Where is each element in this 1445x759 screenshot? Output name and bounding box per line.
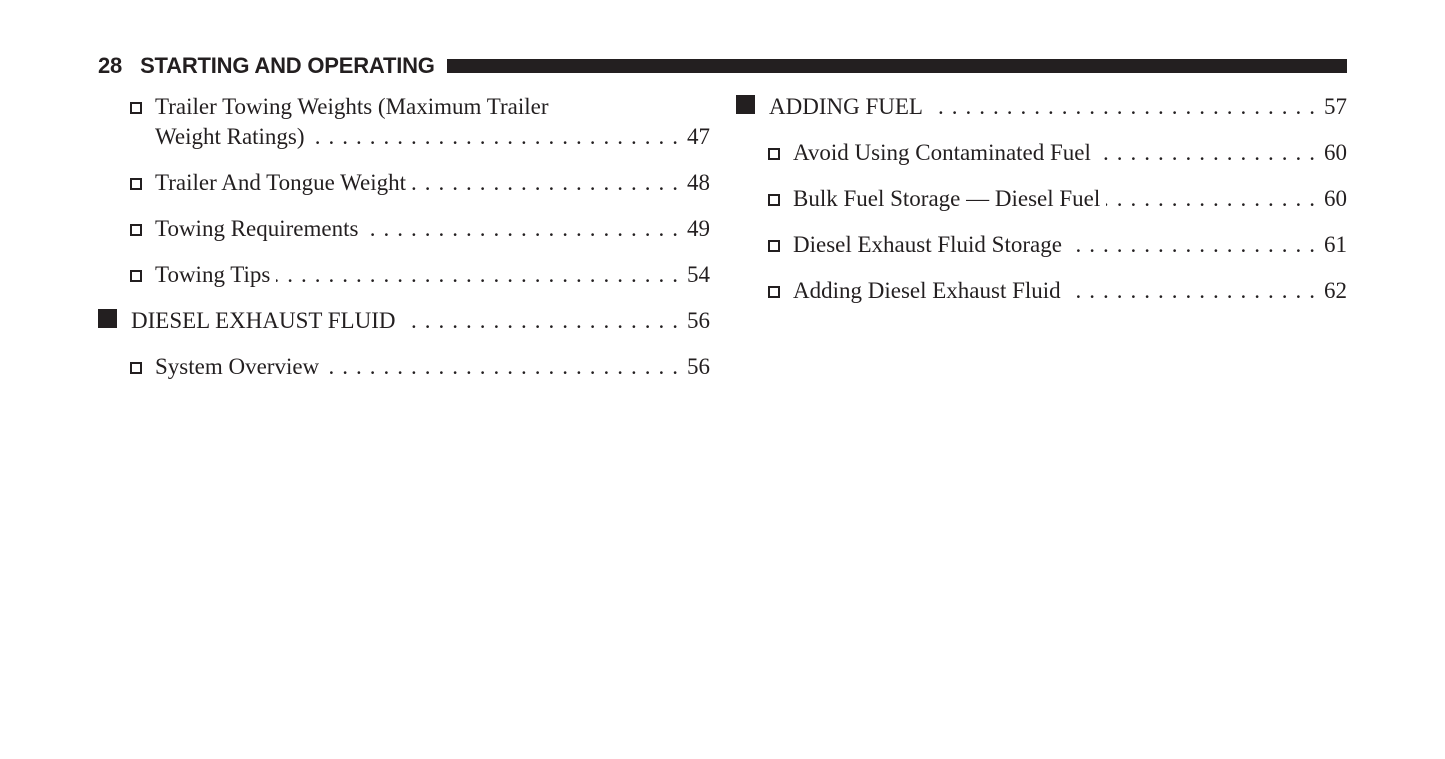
toc-entry-label: Avoid Using Contaminated Fuel <box>793 140 1091 165</box>
toc-entry-page: 61 <box>1324 232 1347 257</box>
chapter-header: 28 STARTING AND OPERATING <box>98 53 1347 79</box>
hollow-square-bullet <box>130 224 142 236</box>
filled-square-bullet <box>736 95 755 114</box>
toc-entry-label: Diesel Exhaust Fluid Storage <box>793 232 1062 257</box>
hollow-square-bullet <box>768 286 780 298</box>
dot-leader: ........................................… <box>1068 232 1323 257</box>
toc-entry[interactable]: Towing Requirements ....................… <box>98 214 710 244</box>
toc-right-column: ADDING FUEL ............................… <box>736 92 1347 398</box>
hollow-square-bullet <box>768 240 780 252</box>
toc-entry-page: 49 <box>687 216 710 241</box>
dot-leader: ........................................… <box>364 216 686 241</box>
dot-leader: ........................................… <box>1067 278 1323 303</box>
dot-leader: ........................................… <box>276 262 686 287</box>
dot-leader: ........................................… <box>325 354 686 379</box>
toc-entry[interactable]: Bulk Fuel Storage — Diesel Fuel ........… <box>736 184 1347 214</box>
toc-entry[interactable]: Adding Diesel Exhaust Fluid ............… <box>736 276 1347 306</box>
dot-leader: ........................................… <box>928 94 1323 119</box>
chapter-page-number: 28 <box>98 53 123 78</box>
toc-entry[interactable]: ADDING FUEL ............................… <box>736 92 1347 122</box>
toc-entry-label: Trailer Towing Weights (Maximum Trailer <box>155 94 549 119</box>
toc-entry-label: Trailer And Tongue Weight <box>155 170 407 195</box>
filled-square-bullet <box>98 309 117 328</box>
toc-entry-page: 56 <box>687 354 710 379</box>
dot-leader: ........................................… <box>310 124 686 149</box>
chapter-title-bar <box>446 59 1347 73</box>
hollow-square-bullet <box>768 194 780 206</box>
dot-leader: ........................................… <box>1097 140 1323 165</box>
toc-entry-label: Bulk Fuel Storage — Diesel Fuel <box>793 186 1101 211</box>
toc-entry-label: Towing Requirements <box>155 216 359 241</box>
toc-entry[interactable]: DIESEL EXHAUST FLUID ...................… <box>98 306 710 336</box>
toc-entry-label: DIESEL EXHAUST FLUID <box>131 308 396 333</box>
toc-entry[interactable]: Trailer And Tongue Weight ..............… <box>98 168 710 198</box>
toc-entry-page: 48 <box>687 170 710 195</box>
toc-entry-page: 54 <box>687 262 710 287</box>
toc-entry[interactable]: Avoid Using Contaminated Fuel ..........… <box>736 138 1347 168</box>
toc-entry-label: Adding Diesel Exhaust Fluid <box>793 278 1061 303</box>
hollow-square-bullet <box>130 178 142 190</box>
toc-left-column: Trailer Towing Weights (Maximum Trailer … <box>98 92 710 398</box>
toc-entry-text: Trailer Towing Weights (Maximum Trailer … <box>155 92 710 152</box>
toc-entry[interactable]: System Overview ........................… <box>98 352 710 382</box>
dot-leader: ........................................… <box>412 170 686 195</box>
toc-entry[interactable]: Towing Tips ............................… <box>98 260 710 290</box>
dot-leader: ........................................… <box>402 308 686 333</box>
hollow-square-bullet <box>130 362 142 374</box>
toc-entry-page: 60 <box>1324 186 1347 211</box>
dot-leader: ........................................… <box>1106 186 1323 211</box>
toc-entry-label: System Overview <box>155 354 320 379</box>
toc-entry-page: 47 <box>687 124 710 149</box>
toc-entry-page: 62 <box>1324 278 1347 303</box>
toc-entry[interactable]: Trailer Towing Weights (Maximum Trailer … <box>98 92 710 152</box>
toc-entry-label-continuation: Weight Ratings) ........................… <box>155 122 710 152</box>
toc-entry-label: Weight Ratings) <box>155 124 305 149</box>
toc-entry[interactable]: Diesel Exhaust Fluid Storage ...........… <box>736 230 1347 260</box>
toc-entry-page: 60 <box>1324 140 1347 165</box>
hollow-square-bullet <box>130 102 142 114</box>
toc-columns: Trailer Towing Weights (Maximum Trailer … <box>98 92 1347 398</box>
hollow-square-bullet <box>130 270 142 282</box>
toc-entry-label: Towing Tips <box>155 262 271 287</box>
toc-entry-page: 57 <box>1324 94 1347 119</box>
chapter-title: STARTING AND OPERATING <box>140 53 435 78</box>
toc-entry-page: 56 <box>687 308 710 333</box>
toc-entry-label: ADDING FUEL <box>769 94 923 119</box>
hollow-square-bullet <box>768 148 780 160</box>
